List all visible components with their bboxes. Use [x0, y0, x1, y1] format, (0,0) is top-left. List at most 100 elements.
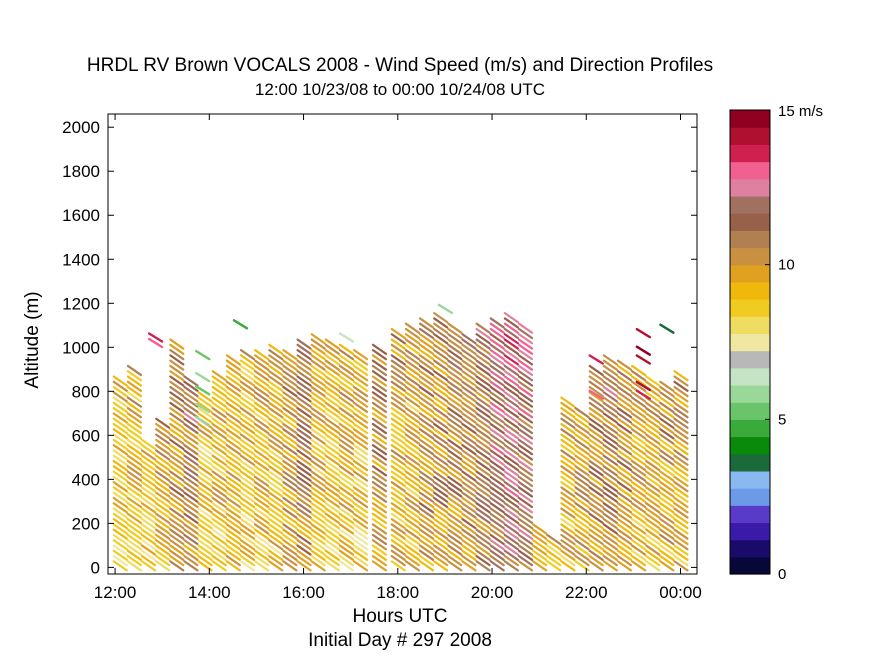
- wind-barb: [630, 364, 647, 377]
- wind-barb: [197, 539, 213, 551]
- wind-barb: [352, 396, 369, 408]
- wind-barb: [532, 528, 548, 540]
- wind-barb: [574, 502, 590, 514]
- wind-barb: [588, 454, 604, 466]
- wind-barb: [352, 354, 369, 366]
- wind-barb: [197, 401, 213, 414]
- wind-barb: [169, 465, 185, 477]
- wind-barb: [310, 544, 326, 556]
- wind-barb: [616, 518, 633, 530]
- wind-barb: [183, 454, 199, 466]
- wind-barb: [461, 433, 477, 445]
- wind-barb: [352, 507, 369, 519]
- wind-barb: [112, 512, 128, 524]
- colorbar-segment: [730, 178, 770, 197]
- wind-barb: [461, 412, 477, 424]
- wind-barb: [282, 401, 298, 414]
- wind-barb: [503, 465, 519, 477]
- wind-barb: [433, 496, 449, 509]
- wind-barb: [324, 523, 340, 535]
- wind-barb: [183, 380, 199, 392]
- wind-barb: [616, 465, 633, 477]
- wind-barb: [352, 470, 369, 482]
- wind-barb: [140, 444, 157, 456]
- wind-barb: [112, 560, 128, 572]
- wind-barb: [140, 438, 157, 451]
- wind-barb: [239, 528, 256, 540]
- wind-barb: [112, 422, 128, 435]
- wind-barb: [447, 486, 463, 498]
- wind-barb: [197, 528, 213, 540]
- wind-barb: [489, 549, 505, 561]
- wind-barb: [475, 481, 491, 493]
- wind-barb: [352, 380, 369, 392]
- wind-barb: [475, 465, 491, 477]
- wind-barb: [155, 465, 171, 477]
- wind-barb: [211, 380, 227, 392]
- wind-barb: [183, 417, 199, 429]
- wind-barb: [225, 470, 241, 482]
- wind-barb: [673, 475, 689, 487]
- wind-barb: [560, 507, 576, 519]
- wind-barb: [211, 422, 227, 435]
- wind-barb: [197, 444, 213, 456]
- wind-barb: [503, 491, 519, 503]
- wind-barb: [211, 391, 227, 403]
- wind-barb: [254, 496, 270, 509]
- wind-barb: [602, 465, 618, 477]
- wind-barb: [268, 364, 284, 377]
- wind-barb: [310, 518, 326, 530]
- wind-barb: [560, 549, 576, 561]
- y-tick-label: 1000: [62, 338, 100, 357]
- colorbar-segment: [730, 144, 770, 163]
- wind-barb: [183, 533, 199, 546]
- wind-barb: [211, 528, 227, 540]
- wind-barb: [112, 412, 128, 424]
- wind-barb: [338, 459, 355, 472]
- wind-barb: [673, 417, 689, 429]
- wind-barb: [659, 549, 675, 561]
- wind-barb: [338, 349, 355, 361]
- wind-barb: [282, 518, 298, 530]
- wind-barb: [239, 544, 256, 556]
- wind-barb: [310, 407, 326, 419]
- wind-barb: [197, 496, 213, 509]
- wind-barb: [461, 428, 477, 440]
- wind-barb: [183, 523, 199, 535]
- wind-barb: [489, 449, 505, 461]
- wind-barb: [517, 549, 534, 561]
- wind-barb: [503, 380, 519, 392]
- wind-barb: [418, 380, 435, 392]
- wind-barb: [324, 475, 340, 487]
- wind-barb: [338, 343, 355, 355]
- wind-barb: [112, 433, 128, 445]
- wind-barb: [112, 507, 128, 519]
- wind-barb: [239, 444, 256, 456]
- wind-barb: [602, 449, 618, 461]
- wind-barb: [475, 364, 491, 377]
- wind-barb: [517, 364, 534, 377]
- wind-barb: [352, 549, 369, 561]
- wind-barb: [371, 502, 388, 514]
- wind-barb: [140, 549, 157, 561]
- wind-barb: [254, 417, 270, 429]
- wind-barb: [503, 312, 519, 324]
- wind-barb: [673, 549, 689, 561]
- wind-barb: [197, 465, 213, 477]
- wind-barb: [254, 459, 270, 472]
- wind-barb: [659, 391, 675, 403]
- wind-barb: [155, 555, 171, 567]
- wind-barb: [546, 549, 562, 561]
- wind-barb: [155, 422, 171, 435]
- wind-barb: [574, 518, 590, 530]
- wind-barb: [602, 433, 618, 445]
- wind-barb: [517, 560, 534, 572]
- wind-barb: [602, 354, 618, 366]
- wind-barb: [503, 444, 519, 456]
- wind-barb: [447, 322, 463, 334]
- wind-barb: [447, 491, 463, 503]
- wind-barb: [371, 343, 388, 355]
- wind-barb: [574, 422, 590, 435]
- wind-barb: [169, 454, 185, 466]
- wind-barb: [169, 528, 185, 540]
